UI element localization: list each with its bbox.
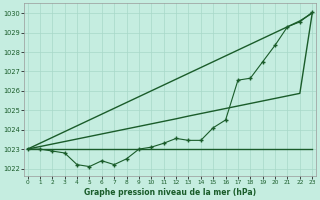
X-axis label: Graphe pression niveau de la mer (hPa): Graphe pression niveau de la mer (hPa) [84, 188, 256, 197]
